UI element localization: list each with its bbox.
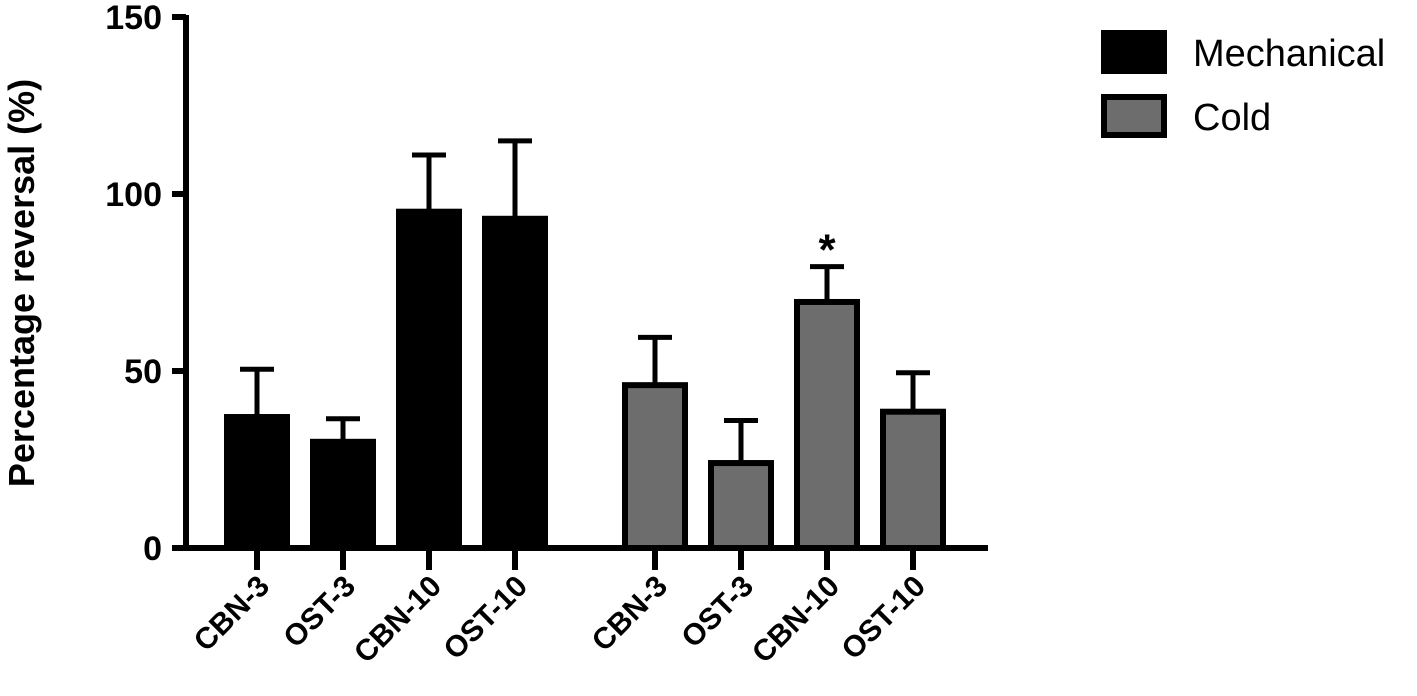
y-tick-label: 100 [105,176,162,214]
x-tick-label: CBN-10 [348,570,448,670]
bar-mechanical-ost-3 [310,438,376,551]
x-tick-label: CBN-3 [586,570,674,658]
legend-swatch-cold [1101,94,1167,138]
bar-cold-cbn-3 [622,382,688,551]
bar-mechanical-cbn-3 [224,414,290,551]
axes-layer [172,14,988,570]
y-tick-label: 50 [124,353,162,391]
legend: Mechanical Cold [1101,30,1385,139]
bar-mechanical-ost-10 [482,215,548,551]
y-axis-title: Percentage reversal (%) [1,79,42,487]
legend-label-cold: Cold [1193,97,1271,139]
y-tick-label: 150 [105,0,162,37]
x-tick-label: OST-10 [438,570,534,666]
x-tick-label: OST-3 [277,570,362,655]
legend-swatch-mechanical [1101,30,1167,74]
bar-cold-ost-3 [708,460,774,552]
x-tick-label: CBN-10 [746,570,846,670]
significance-annotation: * [818,226,836,275]
x-tick-label: OST-10 [836,570,932,666]
x-tick-label: OST-3 [675,570,760,655]
bar-cold-ost-10 [880,408,946,551]
bars-layer [224,138,946,552]
legend-label-mechanical: Mechanical [1193,33,1385,75]
y-tick-label: 0 [143,530,162,568]
bar-mechanical-cbn-10 [396,208,462,551]
bar-cold-cbn-10 [794,298,860,551]
x-tick-label: CBN-3 [188,570,276,658]
